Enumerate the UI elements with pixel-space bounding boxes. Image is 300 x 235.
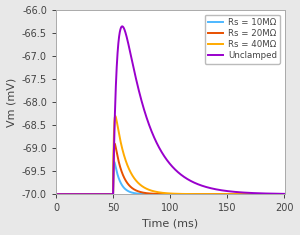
Rs = 10MΩ xyxy=(150,193,154,196)
Rs = 20MΩ xyxy=(220,193,224,196)
Unclamped xyxy=(54,193,58,196)
Rs = 40MΩ xyxy=(152,190,156,193)
Rs = 40MΩ xyxy=(283,193,286,196)
Rs = 20MΩ xyxy=(152,192,156,195)
Rs = 20MΩ xyxy=(150,192,154,195)
Rs = 40MΩ xyxy=(113,115,117,118)
Rs = 10MΩ xyxy=(276,193,279,196)
Unclamped xyxy=(276,192,279,195)
Rs = 20MΩ xyxy=(283,193,286,196)
Rs = 20MΩ xyxy=(264,193,268,196)
Rs = 40MΩ xyxy=(220,193,224,196)
Line: Unclamped: Unclamped xyxy=(56,26,284,194)
Rs = 10MΩ xyxy=(54,193,58,196)
X-axis label: Time (ms): Time (ms) xyxy=(142,219,198,229)
Rs = 40MΩ xyxy=(264,193,268,196)
Rs = 10MΩ xyxy=(152,193,156,196)
Unclamped xyxy=(120,25,124,28)
Unclamped xyxy=(150,131,154,134)
Rs = 40MΩ xyxy=(150,189,154,192)
Rs = 10MΩ xyxy=(283,193,286,196)
Rs = 40MΩ xyxy=(276,193,279,196)
Rs = 10MΩ xyxy=(220,193,224,196)
Rs = 20MΩ xyxy=(54,193,58,196)
Unclamped xyxy=(220,189,224,192)
Unclamped xyxy=(264,192,268,195)
Rs = 10MΩ xyxy=(112,161,116,163)
Y-axis label: Vm (mV): Vm (mV) xyxy=(6,78,16,127)
Unclamped xyxy=(283,192,286,195)
Legend: Rs = 10MΩ, Rs = 20MΩ, Rs = 40MΩ, Unclamped: Rs = 10MΩ, Rs = 20MΩ, Rs = 40MΩ, Unclamp… xyxy=(205,15,280,64)
Rs = 40MΩ xyxy=(163,192,166,194)
Line: Rs = 40MΩ: Rs = 40MΩ xyxy=(56,116,284,194)
Rs = 20MΩ xyxy=(113,142,116,145)
Line: Rs = 20MΩ: Rs = 20MΩ xyxy=(56,144,284,194)
Line: Rs = 10MΩ: Rs = 10MΩ xyxy=(56,162,284,194)
Unclamped xyxy=(152,135,156,138)
Rs = 40MΩ xyxy=(54,193,58,196)
Rs = 20MΩ xyxy=(163,193,166,196)
Rs = 20MΩ xyxy=(276,193,279,196)
Rs = 10MΩ xyxy=(264,193,268,196)
Unclamped xyxy=(163,155,166,158)
Rs = 10MΩ xyxy=(163,193,166,196)
